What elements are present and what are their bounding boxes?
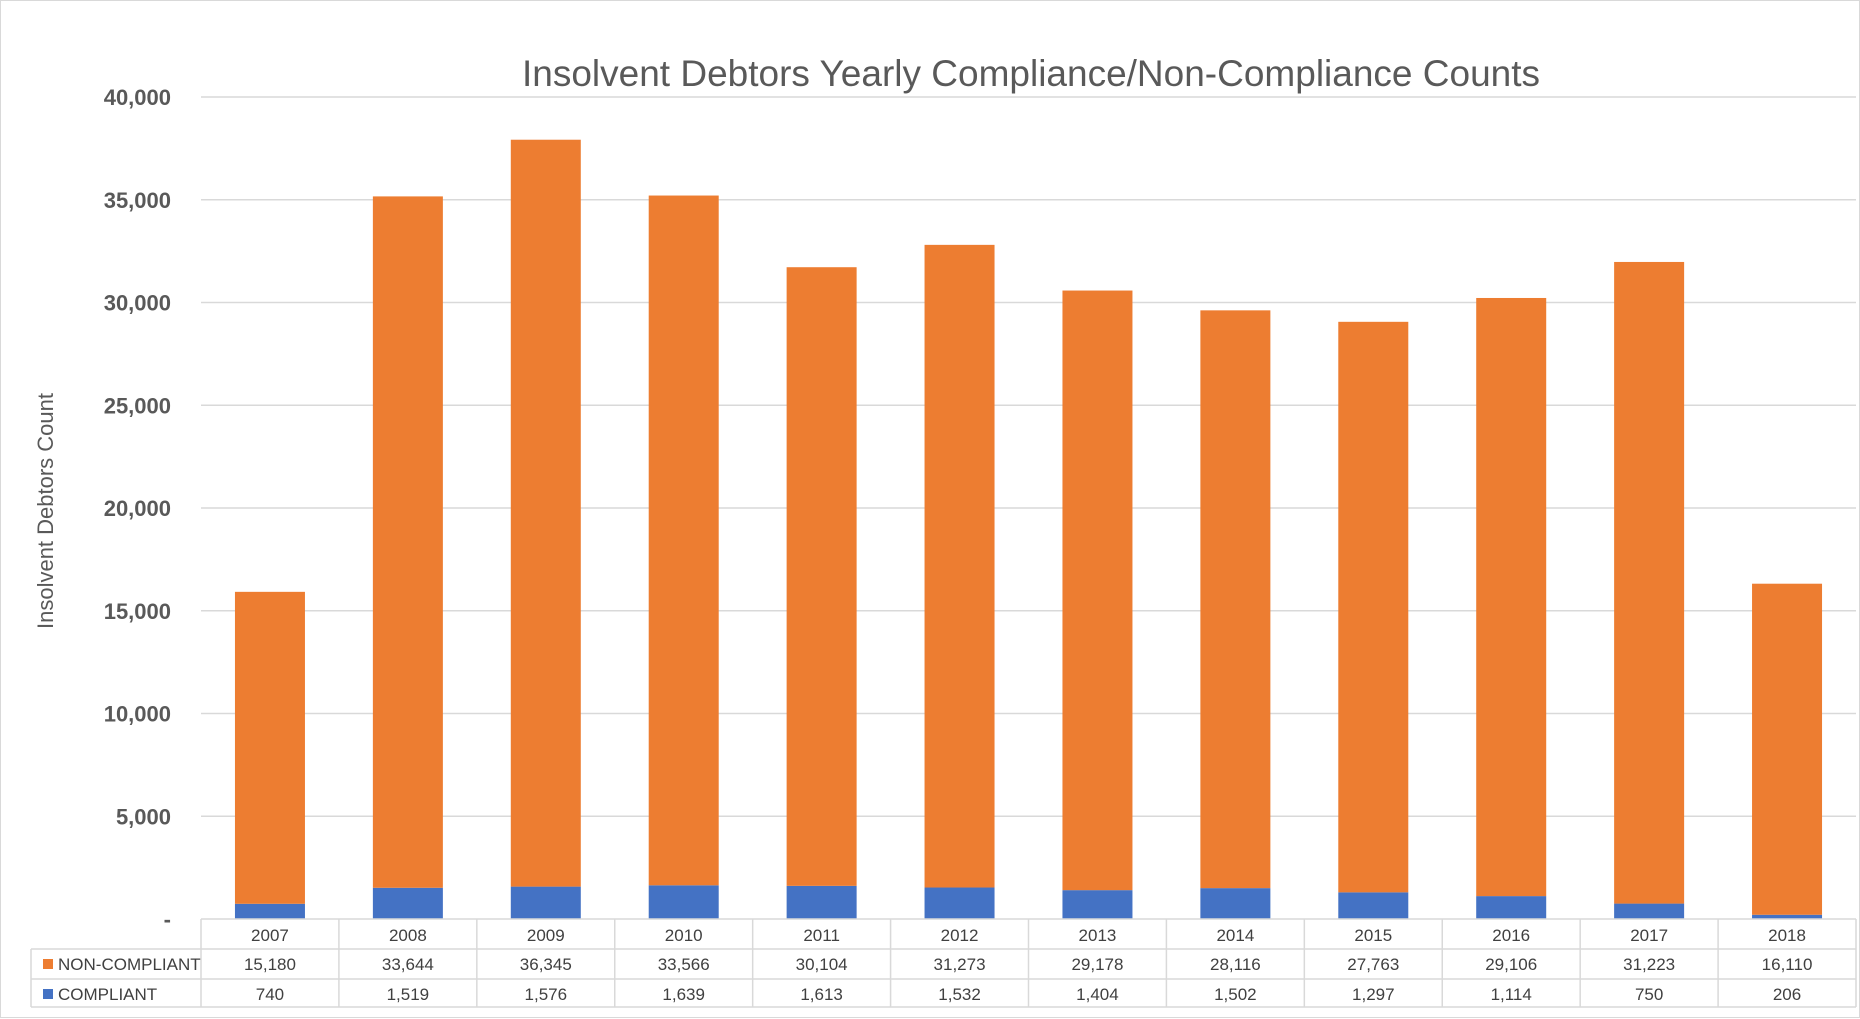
bar-non-compliant-2009 [510, 139, 581, 887]
y-tick-label: 5,000 [116, 804, 171, 829]
y-tick-label: 30,000 [104, 291, 171, 316]
legend-label: COMPLIANT [58, 985, 157, 1004]
y-axis-label: Insolvent Debtors Count [33, 393, 58, 629]
bar-non-compliant-2010 [648, 195, 719, 886]
x-category-label: 2007 [251, 926, 289, 945]
x-category-label: 2014 [1216, 926, 1254, 945]
bar-compliant-2015 [1338, 892, 1409, 919]
y-axis-ticks: - 5,000 10,000 15,000 20,000 25,000 30,000 35,0… [104, 85, 171, 932]
data-value-label: 1,532 [938, 985, 981, 1004]
bar-compliant-2008 [372, 887, 443, 919]
data-value-label: 31,223 [1623, 955, 1675, 974]
bar-compliant-2010 [648, 885, 719, 919]
bar-compliant-2014 [1200, 888, 1271, 919]
legend-label: NON-COMPLIANT [58, 955, 201, 974]
data-value-label: 206 [1773, 985, 1801, 1004]
bar-non-compliant-2007 [234, 591, 305, 904]
bar-compliant-2016 [1476, 896, 1547, 919]
x-category-label: 2015 [1354, 926, 1392, 945]
bar-compliant-2013 [1062, 890, 1133, 919]
data-value-label: 1,576 [525, 985, 568, 1004]
x-category-label: 2013 [1079, 926, 1117, 945]
bar-non-compliant-2014 [1200, 310, 1271, 889]
x-category-label: 2011 [803, 926, 840, 945]
data-value-label: 33,566 [658, 955, 710, 974]
bars [234, 139, 1823, 919]
x-category-label: 2008 [389, 926, 427, 945]
y-tick-label: 20,000 [104, 496, 171, 521]
y-tick-label: 25,000 [104, 393, 171, 418]
y-tick-label: 10,000 [104, 702, 171, 727]
y-tick-label: 40,000 [104, 85, 171, 110]
bar-non-compliant-2011 [786, 267, 857, 886]
bar-compliant-2017 [1614, 903, 1685, 919]
bar-compliant-2009 [510, 886, 581, 919]
data-value-label: 36,345 [520, 955, 572, 974]
legend-swatch [43, 959, 53, 969]
data-value-label: 1,404 [1076, 985, 1119, 1004]
bar-non-compliant-2008 [372, 196, 443, 888]
data-value-label: 27,763 [1347, 955, 1399, 974]
data-value-label: 30,104 [796, 955, 848, 974]
bar-compliant-2011 [786, 885, 857, 919]
data-value-label: 1,519 [387, 985, 430, 1004]
gridlines [201, 96, 1856, 817]
x-category-label: 2016 [1492, 926, 1530, 945]
data-table: 2007 2008 2009 2010 2011 2012 2013 2014 2015 2016… [30, 918, 1857, 1008]
y-tick-label: 15,000 [104, 599, 171, 624]
bar-non-compliant-2016 [1476, 297, 1547, 897]
data-value-label: 740 [256, 985, 284, 1004]
bar-non-compliant-2018 [1752, 583, 1823, 915]
data-value-label: 16,110 [1762, 955, 1813, 974]
x-category-label: 2018 [1768, 926, 1806, 945]
x-category-label: 2012 [941, 926, 979, 945]
data-value-label: 29,178 [1071, 955, 1123, 974]
data-value-label: 1,639 [662, 985, 705, 1004]
data-value-label: 33,644 [382, 955, 434, 974]
y-tick-label: - [164, 907, 171, 932]
legend-swatch [43, 989, 53, 999]
x-category-label: 2010 [665, 926, 703, 945]
data-value-label: 1,502 [1214, 985, 1257, 1004]
bar-non-compliant-2013 [1062, 290, 1133, 891]
x-category-label: 2009 [527, 926, 565, 945]
y-tick-label: 35,000 [104, 188, 171, 213]
data-value-label: 1,114 [1491, 985, 1532, 1004]
data-value-label: 28,116 [1210, 955, 1261, 974]
bar-non-compliant-2017 [1614, 261, 1685, 904]
bar-non-compliant-2015 [1338, 321, 1409, 893]
bar-compliant-2012 [924, 887, 995, 919]
chart-title: Insolvent Debtors Yearly Compliance/Non-… [522, 53, 1540, 94]
data-value-label: 31,273 [934, 955, 986, 974]
data-value-label: 1,613 [800, 985, 843, 1004]
bar-non-compliant-2012 [924, 244, 995, 888]
data-value-label: 750 [1635, 985, 1663, 1004]
bar-compliant-2007 [234, 903, 305, 919]
bar-compliant-2018 [1752, 914, 1823, 919]
data-value-label: 15,180 [244, 955, 296, 974]
data-value-label: 1,297 [1352, 985, 1395, 1004]
x-category-label: 2017 [1630, 926, 1668, 945]
data-value-label: 29,106 [1485, 955, 1537, 974]
